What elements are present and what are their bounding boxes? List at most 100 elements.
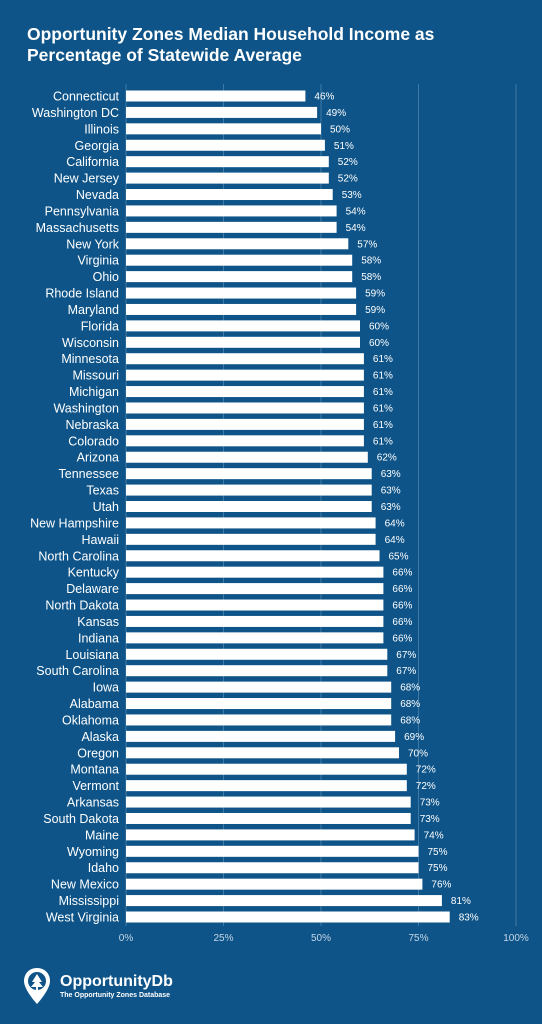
bar (126, 615, 384, 627)
x-tick-label: 100% (503, 933, 529, 944)
bar (126, 895, 442, 907)
category-label: New Hampshire (30, 516, 119, 530)
value-label: 66% (392, 568, 412, 579)
value-label: 73% (420, 814, 440, 825)
value-label: 60% (369, 338, 389, 349)
category-label: Arizona (77, 451, 119, 465)
category-label: Oregon (77, 746, 119, 760)
category-label: Idaho (88, 861, 119, 875)
value-label: 58% (361, 256, 381, 267)
category-label: Utah (93, 500, 119, 514)
value-label: 52% (338, 174, 358, 185)
category-label: Arkansas (67, 796, 119, 810)
brand-tagline: The Opportunity Zones Database (60, 991, 171, 999)
bar (126, 878, 423, 890)
value-label: 66% (392, 617, 412, 628)
bar (126, 320, 360, 332)
bar (126, 780, 407, 792)
category-label: Illinois (84, 122, 119, 136)
bar (126, 698, 392, 710)
value-label: 68% (400, 683, 420, 694)
category-label: Mississippi (59, 894, 119, 908)
bar (126, 501, 372, 512)
value-label: 75% (428, 863, 448, 874)
category-label: New Mexico (51, 878, 119, 892)
value-label: 52% (338, 157, 358, 168)
category-label: Rhode Island (45, 287, 119, 301)
category-label: Oklahoma (62, 713, 119, 727)
category-label: Delaware (66, 582, 119, 596)
bar (126, 353, 364, 365)
value-label: 72% (416, 781, 436, 792)
bar (126, 862, 419, 874)
value-label: 59% (365, 289, 385, 300)
value-label: 81% (451, 896, 471, 907)
value-label: 63% (381, 469, 401, 480)
value-label: 83% (459, 913, 479, 924)
bar (126, 123, 321, 135)
bar (126, 812, 411, 824)
bar (126, 648, 388, 660)
x-tick-label: 25% (213, 933, 233, 944)
bar (126, 796, 411, 808)
brand-logo[interactable]: OpportunityDb The Opportunity Zones Data… (22, 966, 173, 1006)
bar (126, 911, 450, 923)
bar (126, 156, 329, 168)
category-label: Wisconsin (62, 336, 119, 350)
category-label: North Dakota (45, 599, 119, 613)
category-label: Ohio (93, 270, 119, 284)
value-label: 67% (396, 666, 416, 677)
value-label: 51% (334, 141, 354, 152)
bar (126, 665, 388, 677)
bar (126, 533, 376, 545)
bar (126, 517, 376, 529)
category-label: Florida (81, 319, 119, 333)
bar (126, 566, 384, 578)
bar (126, 271, 353, 283)
category-label: Iowa (93, 681, 119, 695)
value-label: 61% (373, 371, 393, 382)
bar (126, 632, 384, 644)
category-label: Georgia (75, 139, 120, 153)
category-label: South Carolina (36, 664, 119, 678)
bar (126, 550, 380, 562)
value-label: 66% (392, 584, 412, 595)
value-label: 59% (365, 305, 385, 316)
x-tick-label: 0% (119, 933, 134, 944)
category-label: South Dakota (43, 812, 119, 826)
category-label: Vermont (72, 779, 119, 793)
bar (126, 845, 419, 857)
bar (126, 386, 364, 398)
value-label: 61% (373, 436, 393, 447)
bar (126, 451, 368, 463)
bar (126, 829, 415, 841)
value-label: 60% (369, 321, 389, 332)
bar (126, 172, 329, 184)
bar (126, 418, 364, 430)
bar (126, 205, 337, 217)
bar (126, 484, 372, 496)
value-label: 73% (420, 798, 440, 809)
category-label: Maryland (68, 303, 119, 317)
bar (126, 254, 353, 266)
value-label: 64% (385, 535, 405, 546)
value-label: 50% (330, 124, 350, 135)
category-label: Texas (86, 484, 119, 498)
value-label: 54% (346, 206, 366, 217)
category-label: New York (66, 237, 120, 251)
category-label: California (66, 155, 119, 169)
value-label: 61% (373, 387, 393, 398)
category-label: West Virginia (46, 911, 119, 925)
bar (126, 468, 372, 480)
value-label: 54% (346, 223, 366, 234)
value-label: 76% (431, 880, 451, 891)
category-label: Pennsylvania (45, 204, 119, 218)
category-label: New Jersey (54, 172, 120, 186)
value-label: 61% (373, 420, 393, 431)
value-label: 61% (373, 354, 393, 365)
category-label: Connecticut (53, 90, 120, 104)
category-label: Washington DC (32, 106, 119, 120)
value-label: 58% (361, 272, 381, 283)
value-label: 49% (326, 108, 346, 119)
bar (126, 303, 357, 315)
